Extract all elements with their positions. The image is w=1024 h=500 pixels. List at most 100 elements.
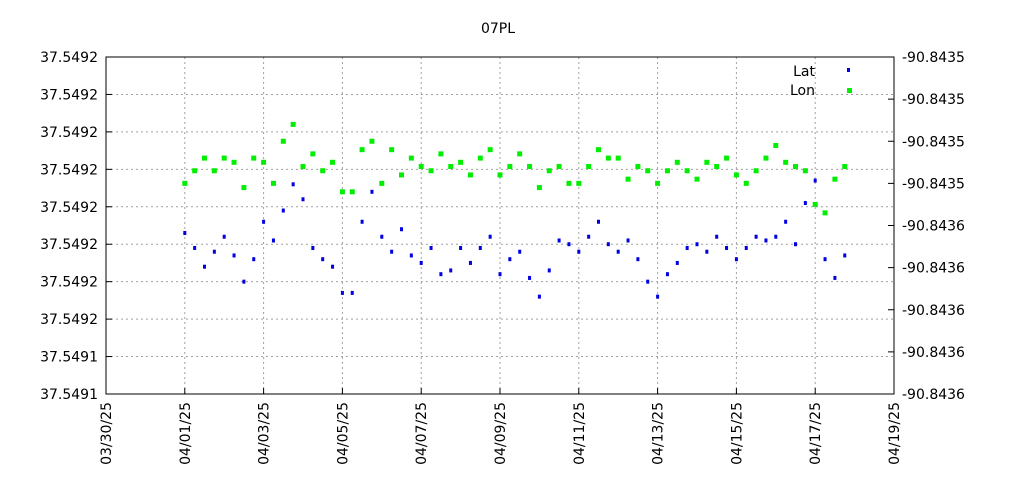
data-point <box>280 138 286 144</box>
data-point <box>774 234 778 239</box>
data-point <box>390 249 394 254</box>
legend-marker-lon <box>847 88 852 93</box>
x-tick-label: 04/05/25 <box>335 402 351 465</box>
data-point <box>715 234 719 239</box>
y-right-tick-label: -90.8436 <box>902 219 965 235</box>
data-point <box>645 168 651 174</box>
data-point <box>783 159 789 165</box>
data-point <box>311 245 315 250</box>
data-point <box>478 245 482 250</box>
data-point <box>656 294 660 299</box>
data-point <box>743 180 749 186</box>
data-point <box>586 164 592 170</box>
data-point <box>231 159 237 165</box>
legend: Lat Lon <box>790 64 852 99</box>
x-tick-label: 03/30/25 <box>99 402 115 465</box>
y-left-tick-label: 37.5492 <box>40 237 98 253</box>
data-point <box>222 234 226 239</box>
y-right-tick-label: -90.8435 <box>902 176 965 192</box>
x-tick-label: 04/13/25 <box>651 402 667 465</box>
x-tick-label: 04/01/25 <box>178 402 194 465</box>
data-point <box>733 172 739 178</box>
data-point <box>675 260 679 265</box>
data-point <box>183 230 187 235</box>
data-point <box>674 159 680 165</box>
y-left-tick-label: 37.5492 <box>40 87 98 103</box>
x-tick-label: 04/11/25 <box>572 402 588 465</box>
data-point <box>261 159 267 165</box>
data-point <box>665 272 669 277</box>
data-point <box>379 180 385 186</box>
x-tick-label: 04/17/25 <box>808 402 824 465</box>
y-right-tick-label: -90.8435 <box>902 92 965 108</box>
y-left-tick-label: 37.5492 <box>40 50 98 66</box>
data-point <box>646 279 650 284</box>
data-point <box>773 142 779 148</box>
y-left-tick-label: 37.5492 <box>40 275 98 291</box>
data-point <box>536 185 542 191</box>
data-point <box>763 155 769 161</box>
series-layer <box>182 121 848 299</box>
data-point <box>802 168 808 174</box>
y-right-tick-label: -90.8436 <box>902 345 965 361</box>
data-point <box>664 168 670 174</box>
y-right-tick-label: -90.8436 <box>902 303 965 319</box>
data-point <box>704 159 710 165</box>
data-point <box>803 201 807 206</box>
data-point <box>459 245 463 250</box>
data-point <box>508 257 512 262</box>
data-point <box>507 164 513 170</box>
data-point <box>203 264 206 269</box>
data-point <box>822 210 828 216</box>
data-point <box>625 176 631 182</box>
data-point <box>270 180 276 186</box>
data-point <box>636 257 640 262</box>
data-point <box>753 168 759 174</box>
legend-label-lon: Lon <box>790 83 815 99</box>
y-left-tick-label: 37.5492 <box>40 125 98 141</box>
data-point <box>429 245 433 250</box>
data-point <box>695 242 699 247</box>
y-right-tick-label: -90.8436 <box>902 387 965 403</box>
y-left-tick-label: 37.5492 <box>40 312 98 328</box>
data-point <box>360 219 364 224</box>
data-point <box>724 155 730 161</box>
data-point <box>251 155 257 161</box>
data-point <box>576 180 582 186</box>
data-point <box>399 172 404 178</box>
data-point <box>182 180 188 186</box>
data-point <box>290 121 296 127</box>
data-point <box>340 290 344 295</box>
data-point <box>300 164 306 170</box>
data-point <box>301 197 305 202</box>
x-tick-label: 04/09/25 <box>493 402 509 465</box>
data-point <box>350 290 354 295</box>
data-point <box>793 164 798 170</box>
series-lat <box>183 178 847 299</box>
data-point <box>843 253 847 258</box>
data-point <box>812 201 818 207</box>
data-point <box>359 147 365 153</box>
data-point <box>784 219 788 224</box>
data-point <box>310 151 316 157</box>
data-point <box>281 208 285 213</box>
data-point <box>467 172 473 178</box>
data-point <box>518 249 522 254</box>
data-point <box>370 189 374 194</box>
data-point <box>794 242 797 247</box>
data-point <box>449 268 453 273</box>
data-point <box>567 242 571 247</box>
data-point <box>339 189 345 195</box>
data-point <box>547 268 551 273</box>
ticks-layer: 37.5491 37.5491 37.5492 37.5492 37.5492 37.54… <box>40 50 965 465</box>
data-point <box>705 249 709 254</box>
data-point <box>606 242 610 247</box>
y-left-tick-label: 37.5491 <box>40 350 98 366</box>
data-point <box>232 253 236 258</box>
data-point <box>537 294 541 299</box>
data-point <box>527 164 533 170</box>
data-point <box>458 159 464 165</box>
data-point <box>556 164 562 170</box>
data-point <box>528 275 532 280</box>
